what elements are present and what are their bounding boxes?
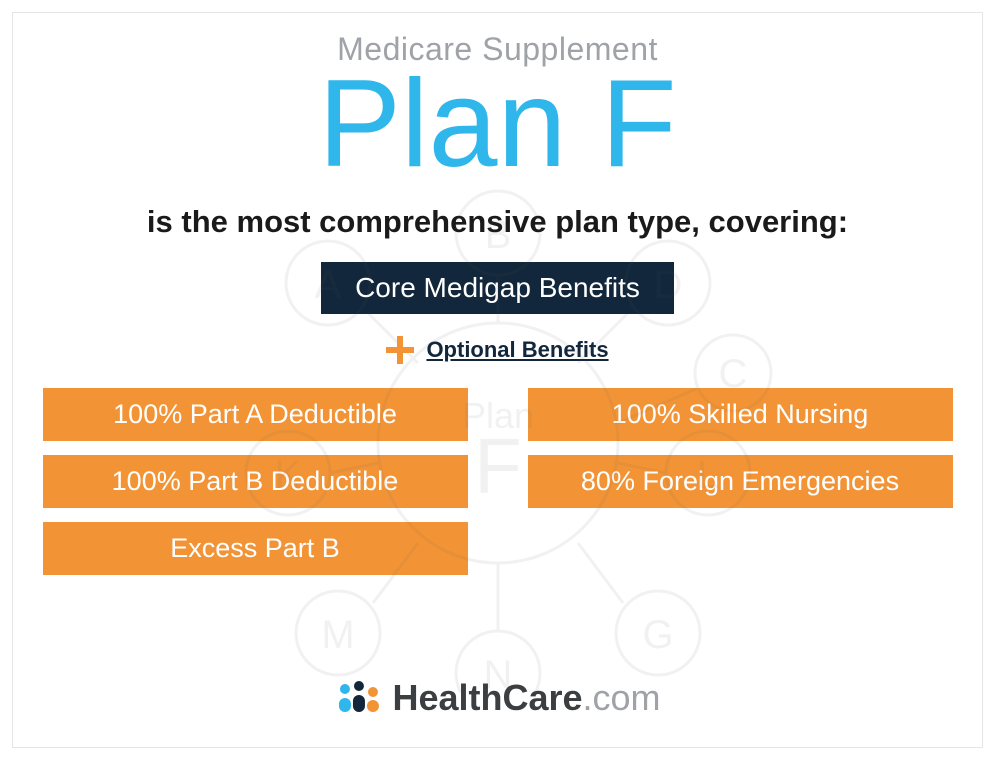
brand-logo-text: HealthCare.com	[392, 677, 660, 719]
benefit-pill: 100% Skilled Nursing	[528, 388, 953, 441]
svg-text:G: G	[642, 613, 673, 657]
benefit-pill: 100% Part B Deductible	[43, 455, 468, 508]
core-benefits-pill: Core Medigap Benefits	[321, 262, 674, 314]
plus-icon	[386, 336, 414, 364]
brand-logo: HealthCare.com	[334, 677, 660, 719]
infographic-card: Plan F ABD KL MNG C Medicare Supplement …	[12, 12, 983, 748]
benefit-pill: Excess Part B	[43, 522, 468, 575]
benefit-pill: 80% Foreign Emergencies	[528, 455, 953, 508]
benefit-pill: 100% Part A Deductible	[43, 388, 468, 441]
optional-benefits-row: Optional Benefits	[386, 336, 608, 364]
brand-name-strong: HealthCare	[392, 677, 582, 718]
svg-text:M: M	[321, 613, 354, 657]
plan-title: Plan F	[318, 62, 676, 186]
healthcare-logo-icon	[334, 680, 378, 716]
optional-benefits-label: Optional Benefits	[426, 337, 608, 363]
tagline: is the most comprehensive plan type, cov…	[147, 204, 848, 240]
brand-name-light: .com	[583, 677, 661, 718]
benefits-grid: 100% Part A Deductible 100% Skilled Nurs…	[43, 388, 953, 575]
